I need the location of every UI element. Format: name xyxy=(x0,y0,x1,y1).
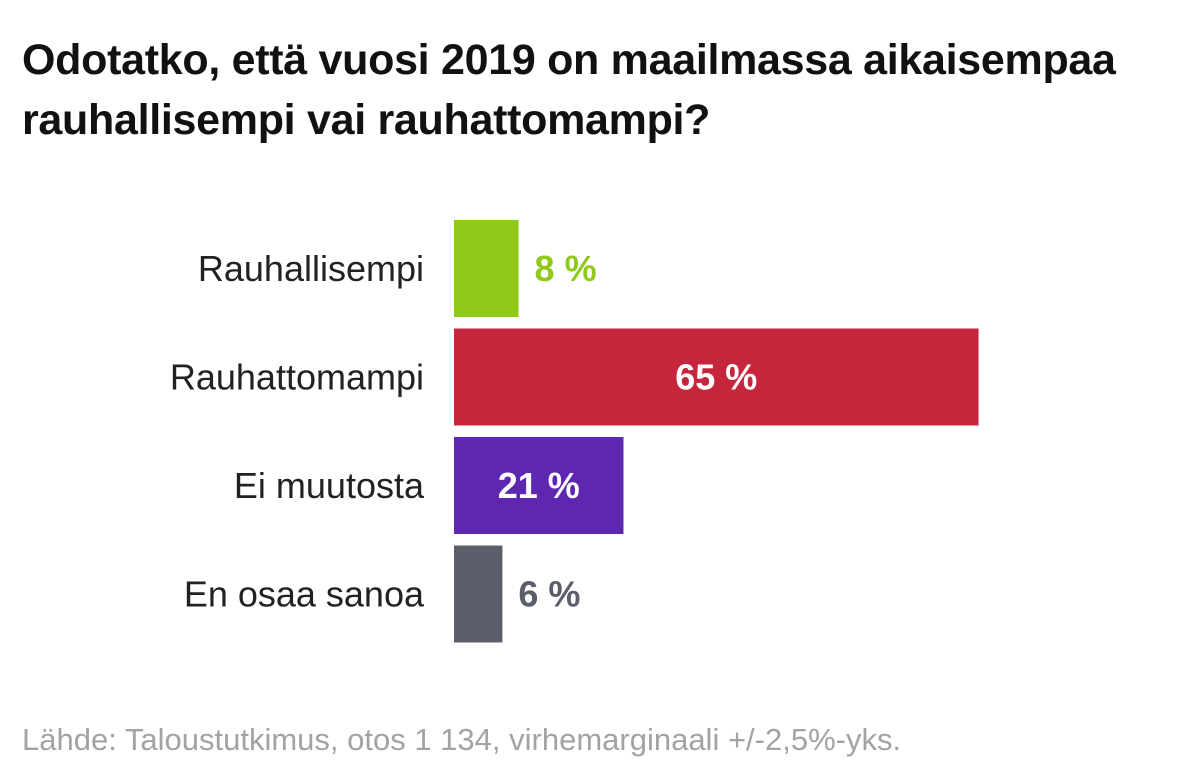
bar-4 xyxy=(454,545,503,643)
category-label: Rauhallisempi xyxy=(198,248,424,289)
bar-2 xyxy=(454,328,979,426)
value-label: 8 % xyxy=(535,248,597,289)
chart-title: Odotatko, että vuosi 2019 on maailmassa … xyxy=(22,36,1116,144)
category-label: Rauhattomampi xyxy=(170,357,424,398)
value-label: 65 % xyxy=(675,357,757,398)
category-label: En osaa sanoa xyxy=(184,574,425,615)
bar-1 xyxy=(454,220,519,317)
value-label: 21 % xyxy=(498,465,580,506)
source-note: Lähde: Taloustutkimus, otos 1 134, virhe… xyxy=(22,722,902,757)
value-label: 6 % xyxy=(518,574,580,615)
bar-3 xyxy=(454,437,624,534)
category-label: Ei muutosta xyxy=(234,465,425,506)
